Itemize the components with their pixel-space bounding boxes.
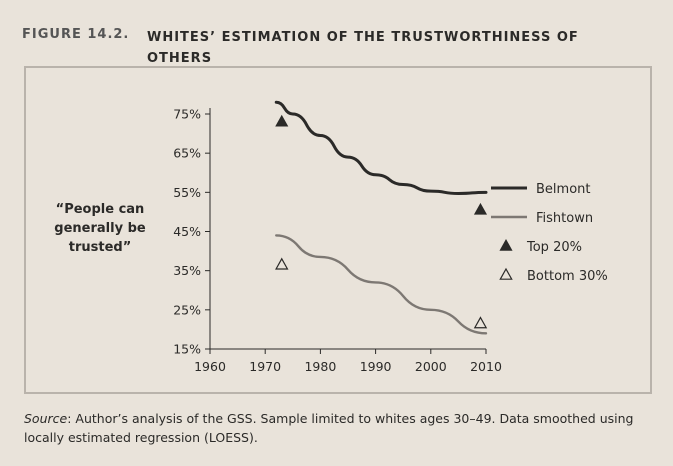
y-tick-label: 65% xyxy=(173,146,201,161)
series-marker-bottom-30 xyxy=(275,257,289,270)
legend-swatch-top-20 xyxy=(499,238,513,251)
figure-title: WHITES’ ESTIMATION OF THE TRUSTWORTHINES… xyxy=(147,30,579,66)
series-marker-top-20 xyxy=(473,202,488,215)
y-tick-label: 75% xyxy=(173,107,201,122)
y-axis-label: “People can generally be trusted” xyxy=(54,202,146,255)
legend-label-belmont: Belmont xyxy=(536,182,590,197)
chart-frame xyxy=(24,66,652,394)
y-tick-label: 25% xyxy=(173,302,201,317)
source-note: Source: Author’s analysis of the GSS. Sa… xyxy=(24,409,654,447)
y-tick-label: 35% xyxy=(173,263,201,278)
legend-label-top-20: Top 20% xyxy=(526,240,582,255)
chart-series xyxy=(274,100,488,335)
source-text: : Author’s analysis of the GSS. Sample l… xyxy=(24,411,634,445)
series-line-fishtown xyxy=(275,234,488,335)
x-tick-label: 2000 xyxy=(415,359,447,374)
source-prefix: Source xyxy=(24,411,68,426)
y-tick-label: 55% xyxy=(173,185,201,200)
y-tick-label: 45% xyxy=(173,224,201,239)
chart-axes: 75% 65% 55% 45% 35% 25% 15% 1960 1970 1980 1990 200… xyxy=(173,107,502,375)
legend-label-fishtown: Fishtown xyxy=(536,211,593,226)
legend-swatch-bottom-30 xyxy=(499,267,513,280)
series-marker-bottom-30 xyxy=(473,316,488,329)
x-tick-label: 1970 xyxy=(249,359,281,374)
y-tick-label: 15% xyxy=(173,342,201,357)
series-line-belmont xyxy=(274,100,488,196)
x-tick-label: 1980 xyxy=(304,359,336,374)
legend-label-bottom-30: Bottom 30% xyxy=(527,269,608,284)
figure-label: FIGURE 14.2. xyxy=(22,27,130,42)
chart-legend: Belmont Fishtown Top 20% Bottom 30% xyxy=(491,182,608,284)
x-tick-label: 1960 xyxy=(194,359,226,374)
x-tick-label: 1990 xyxy=(360,359,392,374)
series-marker-top-20 xyxy=(275,114,289,127)
x-tick-label: 2010 xyxy=(470,359,502,374)
